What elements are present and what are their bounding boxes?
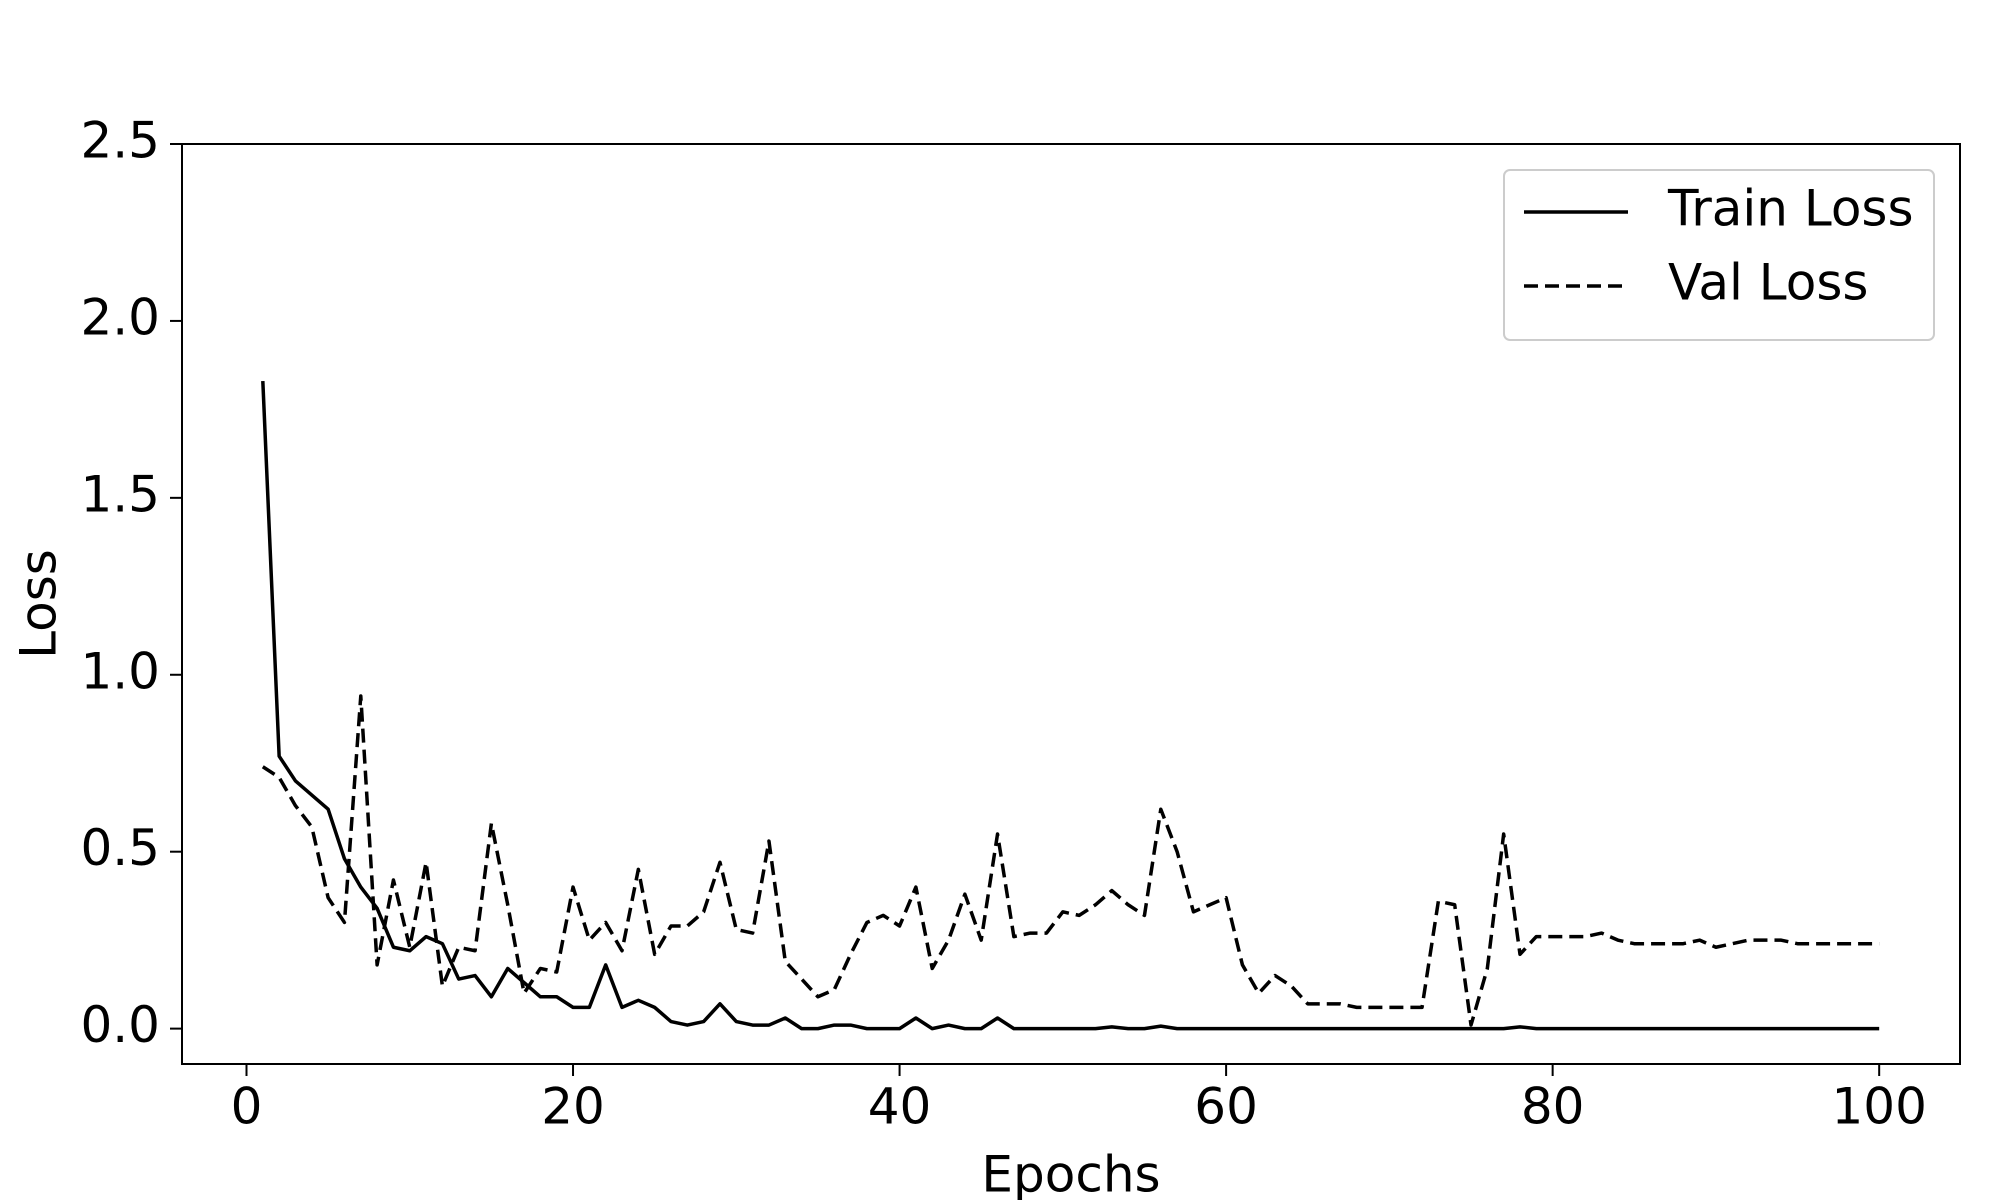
- y-axis-label: Loss: [10, 549, 68, 659]
- legend-label: Val Loss: [1668, 254, 1868, 312]
- x-tick-label: 100: [1831, 1078, 1926, 1136]
- x-tick-label: 40: [868, 1078, 932, 1136]
- y-tick-label: 1.5: [80, 465, 160, 523]
- x-tick-label: 20: [541, 1078, 605, 1136]
- x-tick-label: 60: [1194, 1078, 1258, 1136]
- y-tick-label: 0.5: [80, 819, 160, 877]
- legend-label: Train Loss: [1667, 180, 1914, 238]
- y-tick-label: 1.0: [80, 642, 160, 700]
- y-tick-label: 2.5: [80, 112, 160, 170]
- y-tick-label: 0.0: [80, 996, 160, 1054]
- x-axis-label: Epochs: [981, 1146, 1160, 1200]
- series-line: [261, 694, 1880, 1027]
- x-tick-label: 80: [1521, 1078, 1585, 1136]
- x-tick-label: 0: [231, 1078, 263, 1136]
- series-line: [261, 381, 1880, 1031]
- plot-frame: [181, 143, 1961, 1065]
- y-tick-label: 2.0: [80, 288, 160, 346]
